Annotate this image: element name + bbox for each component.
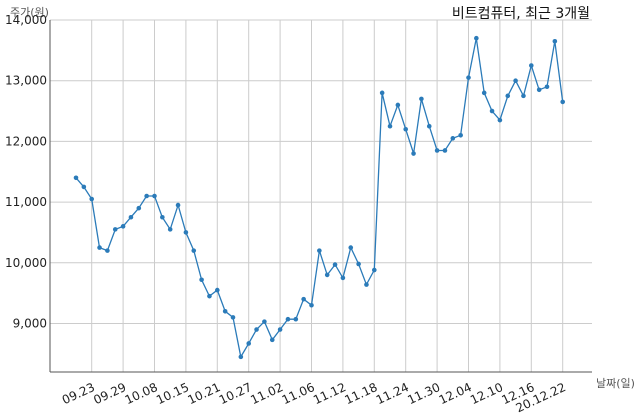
- data-point: [324, 272, 330, 278]
- data-point: [293, 316, 299, 322]
- data-point: [340, 275, 346, 281]
- chart-title: 비트컴퓨터, 최근 3개월: [452, 6, 590, 22]
- data-point: [191, 248, 197, 253]
- y-tick-label: 10,000: [5, 256, 47, 270]
- data-point: [215, 287, 220, 293]
- data-point: [387, 123, 393, 129]
- data-point: [521, 93, 526, 99]
- data-point: [144, 193, 149, 199]
- data-point: [175, 202, 181, 208]
- y-tick-labels: 9,000 10,000 11,000 12,000 13,000 14,000: [5, 13, 47, 330]
- data-point: [395, 102, 401, 108]
- data-point: [372, 267, 377, 273]
- data-point: [497, 117, 503, 123]
- data-point: [238, 354, 244, 360]
- x-axis-label: 날짜(일): [596, 376, 635, 390]
- data-point: [207, 293, 212, 299]
- data-point: [379, 90, 385, 96]
- data-point: [552, 38, 558, 44]
- data-point: [544, 84, 550, 90]
- data-point: [419, 96, 424, 102]
- data-point: [529, 63, 534, 68]
- y-tick-label: 12,000: [5, 134, 47, 148]
- data-point: [262, 319, 267, 324]
- data-point: [160, 214, 165, 220]
- y-tick-label: 13,000: [5, 74, 47, 88]
- data-point: [285, 316, 291, 322]
- data-point: [81, 184, 87, 190]
- series-points: [73, 35, 565, 360]
- data-point: [426, 123, 432, 129]
- data-point: [536, 87, 542, 93]
- data-point: [348, 245, 354, 250]
- data-point: [513, 78, 518, 83]
- data-point: [356, 261, 361, 267]
- data-point: [167, 227, 173, 232]
- data-point: [277, 327, 283, 332]
- y-tick-label: 9,000: [13, 316, 47, 330]
- data-point: [364, 282, 369, 287]
- data-point: [105, 248, 110, 253]
- y-tick-label: 14,000: [5, 13, 47, 27]
- data-point: [73, 175, 79, 181]
- data-point: [301, 296, 306, 302]
- data-point: [560, 99, 565, 105]
- data-point: [481, 90, 487, 96]
- series-line: [75, 38, 564, 359]
- data-point: [442, 148, 448, 153]
- data-point: [222, 309, 228, 314]
- data-point: [309, 302, 314, 308]
- grid-lines: [50, 19, 592, 372]
- data-point: [246, 341, 251, 346]
- axes: [49, 20, 592, 373]
- data-point: [403, 126, 409, 132]
- price-line: [75, 38, 564, 359]
- y-axis-label: 주가(원): [10, 6, 49, 19]
- data-point: [466, 75, 471, 80]
- data-point: [183, 230, 189, 235]
- x-tick-labels: 09.2309.2910.0810.1510.2110.2711.0211.06…: [60, 380, 568, 414]
- data-point: [112, 227, 118, 232]
- data-point: [411, 151, 416, 156]
- data-point: [136, 205, 142, 211]
- data-point: [434, 148, 440, 153]
- data-point: [97, 245, 102, 250]
- data-point: [230, 315, 236, 320]
- data-point: [489, 108, 495, 114]
- data-point: [128, 214, 134, 220]
- data-point: [199, 277, 204, 283]
- data-point: [505, 93, 511, 99]
- data-point: [332, 262, 338, 267]
- data-point: [458, 133, 463, 138]
- data-point: [254, 327, 259, 332]
- data-point: [152, 193, 157, 199]
- data-point: [120, 224, 126, 229]
- data-point: [450, 136, 456, 141]
- data-point: [474, 35, 479, 41]
- y-tick-label: 11,000: [5, 195, 47, 209]
- data-point: [89, 196, 94, 202]
- data-point: [269, 337, 275, 343]
- data-point: [317, 248, 322, 253]
